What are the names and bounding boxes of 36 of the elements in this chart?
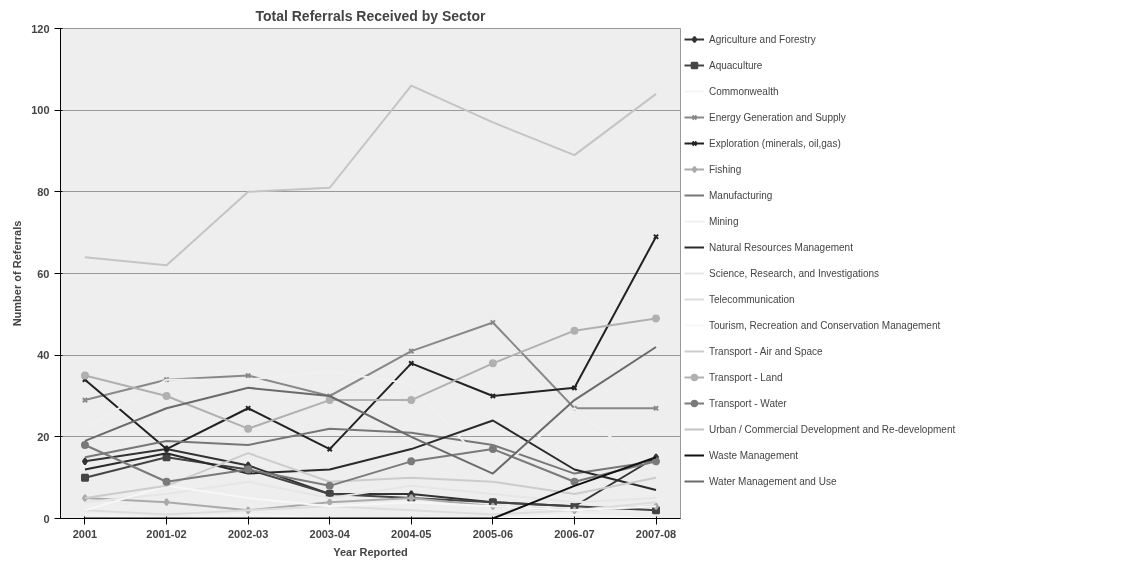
- legend-label: Telecommunication: [709, 292, 795, 306]
- legend-label: Commonwealth: [709, 84, 779, 98]
- legend-label: Transport - Air and Space: [709, 344, 823, 358]
- legend-label: Agriculture and Forestry: [709, 32, 816, 46]
- legend-label: Mining: [709, 214, 739, 228]
- y-tick-label: 0: [43, 512, 50, 525]
- x-tick-label: 2007-08: [635, 527, 677, 540]
- legend-label: Aquaculture: [709, 58, 763, 72]
- legend-label: Natural Resources Management: [709, 240, 853, 254]
- chart-title: Total Referrals Received by Sector: [255, 7, 487, 24]
- y-tick-label: 40: [37, 349, 50, 362]
- legend-label: Science, Research, and Investigations: [709, 266, 880, 280]
- x-tick-label: 2002-03: [227, 527, 269, 540]
- x-tick-label: 2001: [72, 527, 98, 540]
- y-tick-label: 60: [37, 267, 50, 280]
- y-tick-label: 80: [37, 185, 50, 198]
- legend-label: Fishing: [709, 162, 742, 176]
- legend-label: Tourism, Recreation and Conservation Management: [709, 318, 941, 332]
- legend-label: Manufacturing: [709, 188, 773, 202]
- y-tick-label: 20: [37, 430, 50, 443]
- y-tick-label: 100: [31, 104, 50, 117]
- x-tick-label: 2003-04: [309, 527, 351, 540]
- x-tick-label: 2001-02: [146, 527, 187, 540]
- y-tick-label: 120: [31, 22, 50, 35]
- legend-label: Waste Management: [709, 448, 799, 462]
- y-axis-title: Number of Referrals: [11, 220, 24, 327]
- legend-label: Urban / Commercial Development and Re-development: [709, 422, 956, 436]
- x-tick-label: 2004-05: [391, 527, 432, 540]
- x-tick-label: 2005-06: [472, 527, 514, 540]
- legend-label: Exploration (minerals, oil,gas): [709, 136, 841, 150]
- legend-label: Energy Generation and Supply: [709, 110, 846, 124]
- legend-label: Transport - Water: [709, 396, 787, 410]
- legend-label: Water Management and Use: [709, 474, 837, 488]
- legend-label: Transport - Land: [709, 370, 783, 384]
- x-tick-label: 2006-07: [554, 527, 595, 540]
- x-axis-title: Year Reported: [333, 545, 408, 558]
